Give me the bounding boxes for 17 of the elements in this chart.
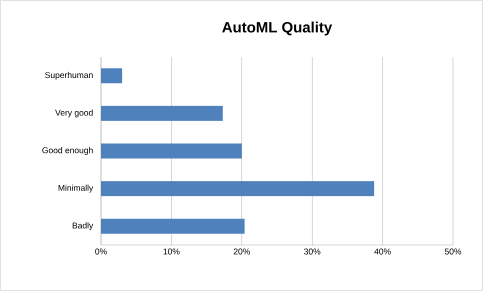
y-tick-label: Good enough	[42, 147, 93, 155]
y-tick-label: Very good	[55, 109, 93, 118]
x-tick-label: 30%	[304, 248, 320, 255]
bar	[101, 68, 122, 84]
bar	[101, 181, 374, 196]
chart-title: AutoML Quality	[222, 22, 332, 36]
x-tick-label: 40%	[374, 248, 391, 255]
y-tick-label: Badly	[72, 222, 94, 230]
x-tick-label: 20%	[234, 248, 250, 255]
y-tick-label: Superhuman	[45, 72, 93, 80]
x-tick-label: 50%	[444, 248, 462, 255]
bar	[101, 106, 223, 121]
x-tick-label: 10%	[164, 248, 180, 255]
x-tick-label: 0%	[95, 248, 107, 255]
y-tick-label: Minimally	[58, 184, 94, 193]
bar	[101, 218, 245, 234]
bar	[101, 144, 242, 159]
